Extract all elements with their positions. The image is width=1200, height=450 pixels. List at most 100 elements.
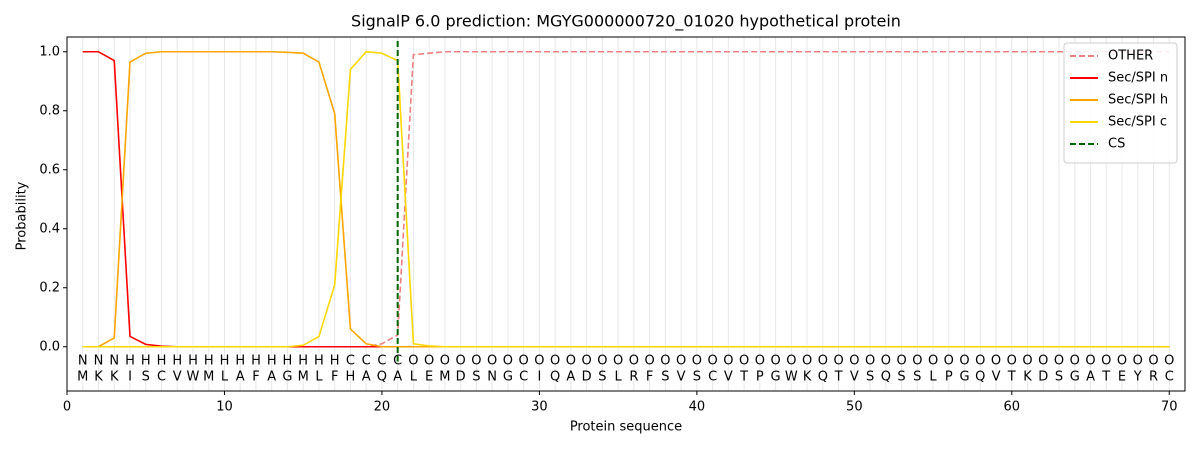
region-label: O <box>597 354 607 369</box>
residue: S <box>913 370 921 385</box>
region-label: O <box>440 354 450 369</box>
region-label: O <box>881 354 891 369</box>
residue: G <box>960 370 970 385</box>
residue: S <box>866 370 874 385</box>
region-label: O <box>550 354 560 369</box>
region-label: O <box>676 354 686 369</box>
series-line <box>82 50 1170 348</box>
residue: C <box>519 370 528 385</box>
y-tick-label: 0.8 <box>39 103 60 118</box>
residue: D <box>1038 370 1048 385</box>
residue: L <box>410 370 418 385</box>
x-tick-label: 10 <box>216 400 233 415</box>
residue: S <box>897 370 905 385</box>
region-label: H <box>204 354 214 369</box>
region-label: O <box>1117 354 1127 369</box>
region-label: H <box>172 354 182 369</box>
region-label: O <box>1164 354 1174 369</box>
series-line <box>82 50 1170 348</box>
residue: A <box>362 370 371 385</box>
residue: M <box>77 370 88 385</box>
residue: V <box>173 370 182 385</box>
residue: I <box>128 370 132 385</box>
residue: A <box>1086 370 1095 385</box>
region-label: O <box>865 354 875 369</box>
residue: K <box>110 370 119 385</box>
region-label: O <box>802 354 812 369</box>
legend-label: CS <box>1108 137 1125 152</box>
region-label: O <box>739 354 749 369</box>
region-label: O <box>975 354 985 369</box>
residue: F <box>252 370 259 385</box>
legend-label: Sec/SPI c <box>1108 115 1167 130</box>
region-label: O <box>613 354 623 369</box>
residue: N <box>487 370 497 385</box>
region-label: O <box>944 354 954 369</box>
region-label: H <box>330 354 340 369</box>
residue: S <box>472 370 480 385</box>
legend-label: OTHER <box>1108 49 1153 64</box>
x-tick-label: 20 <box>374 400 391 415</box>
region-label: O <box>471 354 481 369</box>
region-label: H <box>251 354 261 369</box>
residue: L <box>929 370 937 385</box>
region-label: H <box>298 354 308 369</box>
residue: R <box>629 370 638 385</box>
residue: L <box>615 370 623 385</box>
residue: E <box>1118 370 1126 385</box>
region-label: H <box>235 354 245 369</box>
region-label: O <box>408 354 418 369</box>
residue: T <box>1101 370 1110 385</box>
residue: T <box>1007 370 1016 385</box>
region-label: H <box>157 354 167 369</box>
residue: Y <box>1133 370 1142 385</box>
plot-frame <box>66 36 1186 392</box>
residue: S <box>661 370 669 385</box>
region-label: O <box>818 354 828 369</box>
region-label: C <box>362 354 371 369</box>
residue: V <box>992 370 1001 385</box>
x-axis-label: Protein sequence <box>570 420 682 435</box>
residue: A <box>566 370 575 385</box>
residue: K <box>94 370 103 385</box>
residue: A <box>236 370 245 385</box>
residue: V <box>724 370 733 385</box>
residue: T <box>834 370 843 385</box>
region-label: O <box>1022 354 1032 369</box>
residue: W <box>187 370 200 385</box>
region-label: O <box>833 354 843 369</box>
residue: L <box>221 370 229 385</box>
region-label: O <box>928 354 938 369</box>
region-label: O <box>896 354 906 369</box>
region-label: O <box>786 354 796 369</box>
y-tick-label: 1.0 <box>39 44 60 59</box>
region-label: O <box>660 354 670 369</box>
residue: M <box>439 370 450 385</box>
residue: A <box>393 370 402 385</box>
residue: C <box>1165 370 1174 385</box>
x-tick-label: 70 <box>1161 400 1178 415</box>
region-label: O <box>566 354 576 369</box>
residue: G <box>282 370 292 385</box>
region-label: O <box>1085 354 1095 369</box>
residue: A <box>267 370 276 385</box>
residue: Q <box>377 370 387 385</box>
residue: F <box>646 370 653 385</box>
residue: G <box>771 370 781 385</box>
region-label: O <box>534 354 544 369</box>
region-label: H <box>141 354 151 369</box>
legend-label: Sec/SPI n <box>1108 71 1168 86</box>
legend-box <box>1063 42 1178 164</box>
residue: E <box>425 370 433 385</box>
region-label: H <box>220 354 230 369</box>
residue: K <box>1023 370 1032 385</box>
y-axis-label: Probability <box>15 181 30 250</box>
region-label: O <box>456 354 466 369</box>
residue: W <box>785 370 798 385</box>
y-tick-label: 0.0 <box>39 339 60 354</box>
residue: V <box>850 370 859 385</box>
region-label: O <box>723 354 733 369</box>
residue: Q <box>550 370 560 385</box>
residue: S <box>598 370 606 385</box>
